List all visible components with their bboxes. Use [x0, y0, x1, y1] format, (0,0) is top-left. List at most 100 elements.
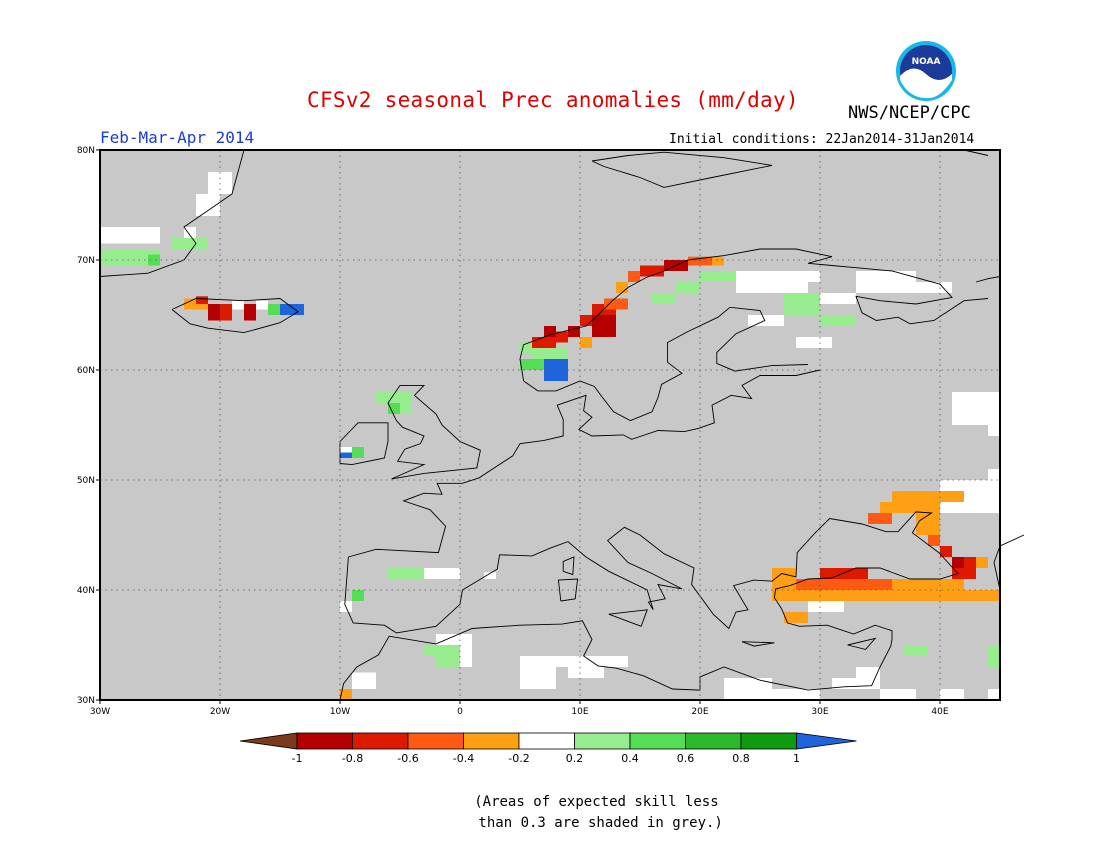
- anomaly-cell: [616, 282, 628, 293]
- anomaly-cell: [388, 568, 424, 579]
- colorbar-tick-label: 0.4: [621, 752, 639, 765]
- anomaly-cell: [880, 502, 940, 513]
- coastline: [741, 641, 775, 647]
- anomaly-cell: [652, 293, 676, 304]
- lat-tick-label: 30N: [77, 696, 95, 706]
- lat-tick-label: 60N: [77, 366, 95, 376]
- anomaly-cell: [268, 304, 280, 315]
- colorbar-segment: [463, 732, 520, 750]
- anomaly-cell: [820, 568, 868, 579]
- anomaly-cell: [784, 293, 820, 315]
- anomaly-cell: [580, 337, 592, 348]
- anomaly-cell: [244, 304, 256, 321]
- anomaly-cell: [544, 359, 568, 381]
- anomaly-cell: [352, 672, 376, 689]
- coastline: [344, 511, 959, 640]
- anomaly-cell: [232, 300, 244, 310]
- anomaly-cell: [748, 315, 784, 326]
- colorbar-segment: [296, 732, 353, 750]
- anomaly-cell: [724, 678, 772, 700]
- anomaly-cell: [820, 315, 856, 326]
- colorbar-segment: [629, 732, 686, 750]
- anomaly-cell: [544, 656, 580, 667]
- anomaly-cell: [604, 656, 628, 667]
- colorbar-segment: [518, 732, 575, 750]
- chart-title: CFSv2 seasonal Prec anomalies (mm/day): [307, 88, 799, 112]
- anomaly-cell: [520, 359, 544, 370]
- forecast-period: Feb-Mar-Apr 2014: [100, 128, 255, 147]
- colorbar-tick-label: -0.8: [342, 752, 363, 765]
- anomaly-cell: [808, 601, 844, 612]
- coastline: [523, 306, 809, 422]
- anomaly-cell: [568, 326, 580, 337]
- anomaly-cell: [580, 315, 592, 326]
- anomaly-cell: [556, 331, 568, 343]
- coastline: [519, 248, 989, 382]
- coastline: [608, 609, 648, 627]
- graticule: [100, 150, 1000, 700]
- anomaly-cell: [280, 304, 304, 315]
- anomaly-cell: [640, 265, 664, 277]
- anomaly-cell: [952, 568, 976, 579]
- anomaly-cell: [592, 315, 616, 337]
- anomaly-cell: [208, 304, 220, 321]
- anomaly-cell: [604, 298, 628, 310]
- colorbar-segment: [574, 732, 631, 750]
- anomaly-cell: [196, 296, 208, 304]
- anomaly-cell: [376, 392, 412, 403]
- colorbar-segment: [352, 732, 409, 750]
- coastline: [557, 578, 579, 602]
- lat-tick-label: 70N: [77, 256, 95, 266]
- colorbar-tick-label: 0.2: [566, 752, 584, 765]
- lat-tick-label: 40N: [77, 586, 95, 596]
- anomaly-cell: [784, 590, 1000, 601]
- coastline: [847, 637, 877, 650]
- anomaly-cell: [856, 271, 916, 293]
- coastline: [993, 534, 1025, 591]
- anomaly-cell: [892, 491, 964, 502]
- anomaly-cell: [400, 403, 412, 414]
- anomaly-cell: [892, 579, 964, 590]
- anomaly-cell: [340, 689, 352, 700]
- anomaly-cell: [940, 689, 964, 700]
- anomaly-cell: [676, 282, 700, 293]
- lon-tick-label: 40E: [931, 707, 948, 717]
- colorbar-segment: [685, 732, 742, 750]
- anomaly-cell: [712, 256, 724, 266]
- lon-tick-label: 0: [457, 707, 463, 717]
- colorbar: -1 -0.8 -0.6 -0.4 -0.2 0.2 0.4 0.6 0.8 1: [239, 732, 857, 765]
- anomaly-cell: [700, 271, 736, 282]
- skill-note: (Areas of expected skill less than 0.3 a…: [474, 794, 723, 831]
- anomaly-cell: [772, 689, 820, 700]
- anomaly-cell: [784, 579, 892, 590]
- coastline: [591, 151, 773, 188]
- lat-tick-label: 80N: [77, 146, 95, 156]
- lat-tick-label: 50N: [77, 476, 95, 486]
- anomaly-cell: [916, 282, 952, 293]
- colorbar-tick-label: 0.8: [732, 752, 750, 765]
- colorbar-tick-label: -0.4: [453, 752, 474, 765]
- anomaly-cell: [532, 337, 556, 348]
- axis-labels: 30W 20W 10W 0 10E 20E 30E 40E 80N 70N 60N 50N 40N 30N: [77, 146, 949, 717]
- anomaly-cell: [172, 238, 208, 249]
- initial-conditions: Initial conditions: 22Jan2014-31Jan2014: [669, 132, 975, 147]
- svg-text:NOAA: NOAA: [912, 57, 941, 67]
- lon-tick-label: 30E: [811, 707, 828, 717]
- anomaly-cell: [988, 689, 1000, 700]
- anomaly-cell: [988, 392, 1000, 436]
- anomaly-cell: [544, 326, 556, 337]
- noaa-logo: NOAA: [896, 41, 956, 101]
- anomaly-cell: [988, 645, 1000, 667]
- anomaly-cell: [424, 645, 460, 656]
- colorbar-tick-label: 0.6: [677, 752, 695, 765]
- anomaly-cell: [736, 271, 808, 293]
- colorbar-low-arrow: [239, 732, 298, 750]
- anomaly-cell: [988, 469, 1000, 491]
- anomaly-cell: [940, 546, 952, 557]
- coastline: [99, 149, 245, 277]
- colorbar-segment: [740, 732, 797, 750]
- coastline: [339, 422, 389, 466]
- anomaly-cell: [100, 227, 160, 244]
- anomaly-cell: [340, 447, 352, 453]
